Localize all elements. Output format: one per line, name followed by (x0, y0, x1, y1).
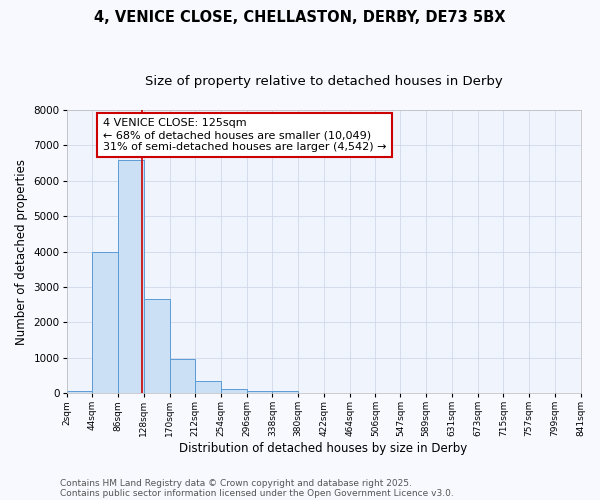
Bar (144, 300, 170, 393)
Title: Size of property relative to detached houses in Derby: Size of property relative to detached ho… (145, 75, 502, 88)
Bar (195, 381, 221, 393)
Bar (92, 252, 118, 393)
Bar (272, 392, 298, 393)
Bar (247, 390, 272, 393)
Text: Contains public sector information licensed under the Open Government Licence v3: Contains public sector information licen… (60, 488, 454, 498)
Bar (221, 388, 247, 393)
Text: 4 VENICE CLOSE: 125sqm
← 68% of detached houses are smaller (10,049)
31% of semi: 4 VENICE CLOSE: 125sqm ← 68% of detached… (103, 118, 386, 152)
Text: Contains HM Land Registry data © Crown copyright and database right 2025.: Contains HM Land Registry data © Crown c… (60, 478, 412, 488)
Y-axis label: Number of detached properties: Number of detached properties (15, 158, 28, 344)
Bar (118, 160, 144, 393)
X-axis label: Distribution of detached houses by size in Derby: Distribution of detached houses by size … (179, 442, 467, 455)
Bar (170, 358, 195, 393)
Text: 4, VENICE CLOSE, CHELLASTON, DERBY, DE73 5BX: 4, VENICE CLOSE, CHELLASTON, DERBY, DE73… (94, 10, 506, 25)
Bar (67, 391, 92, 393)
